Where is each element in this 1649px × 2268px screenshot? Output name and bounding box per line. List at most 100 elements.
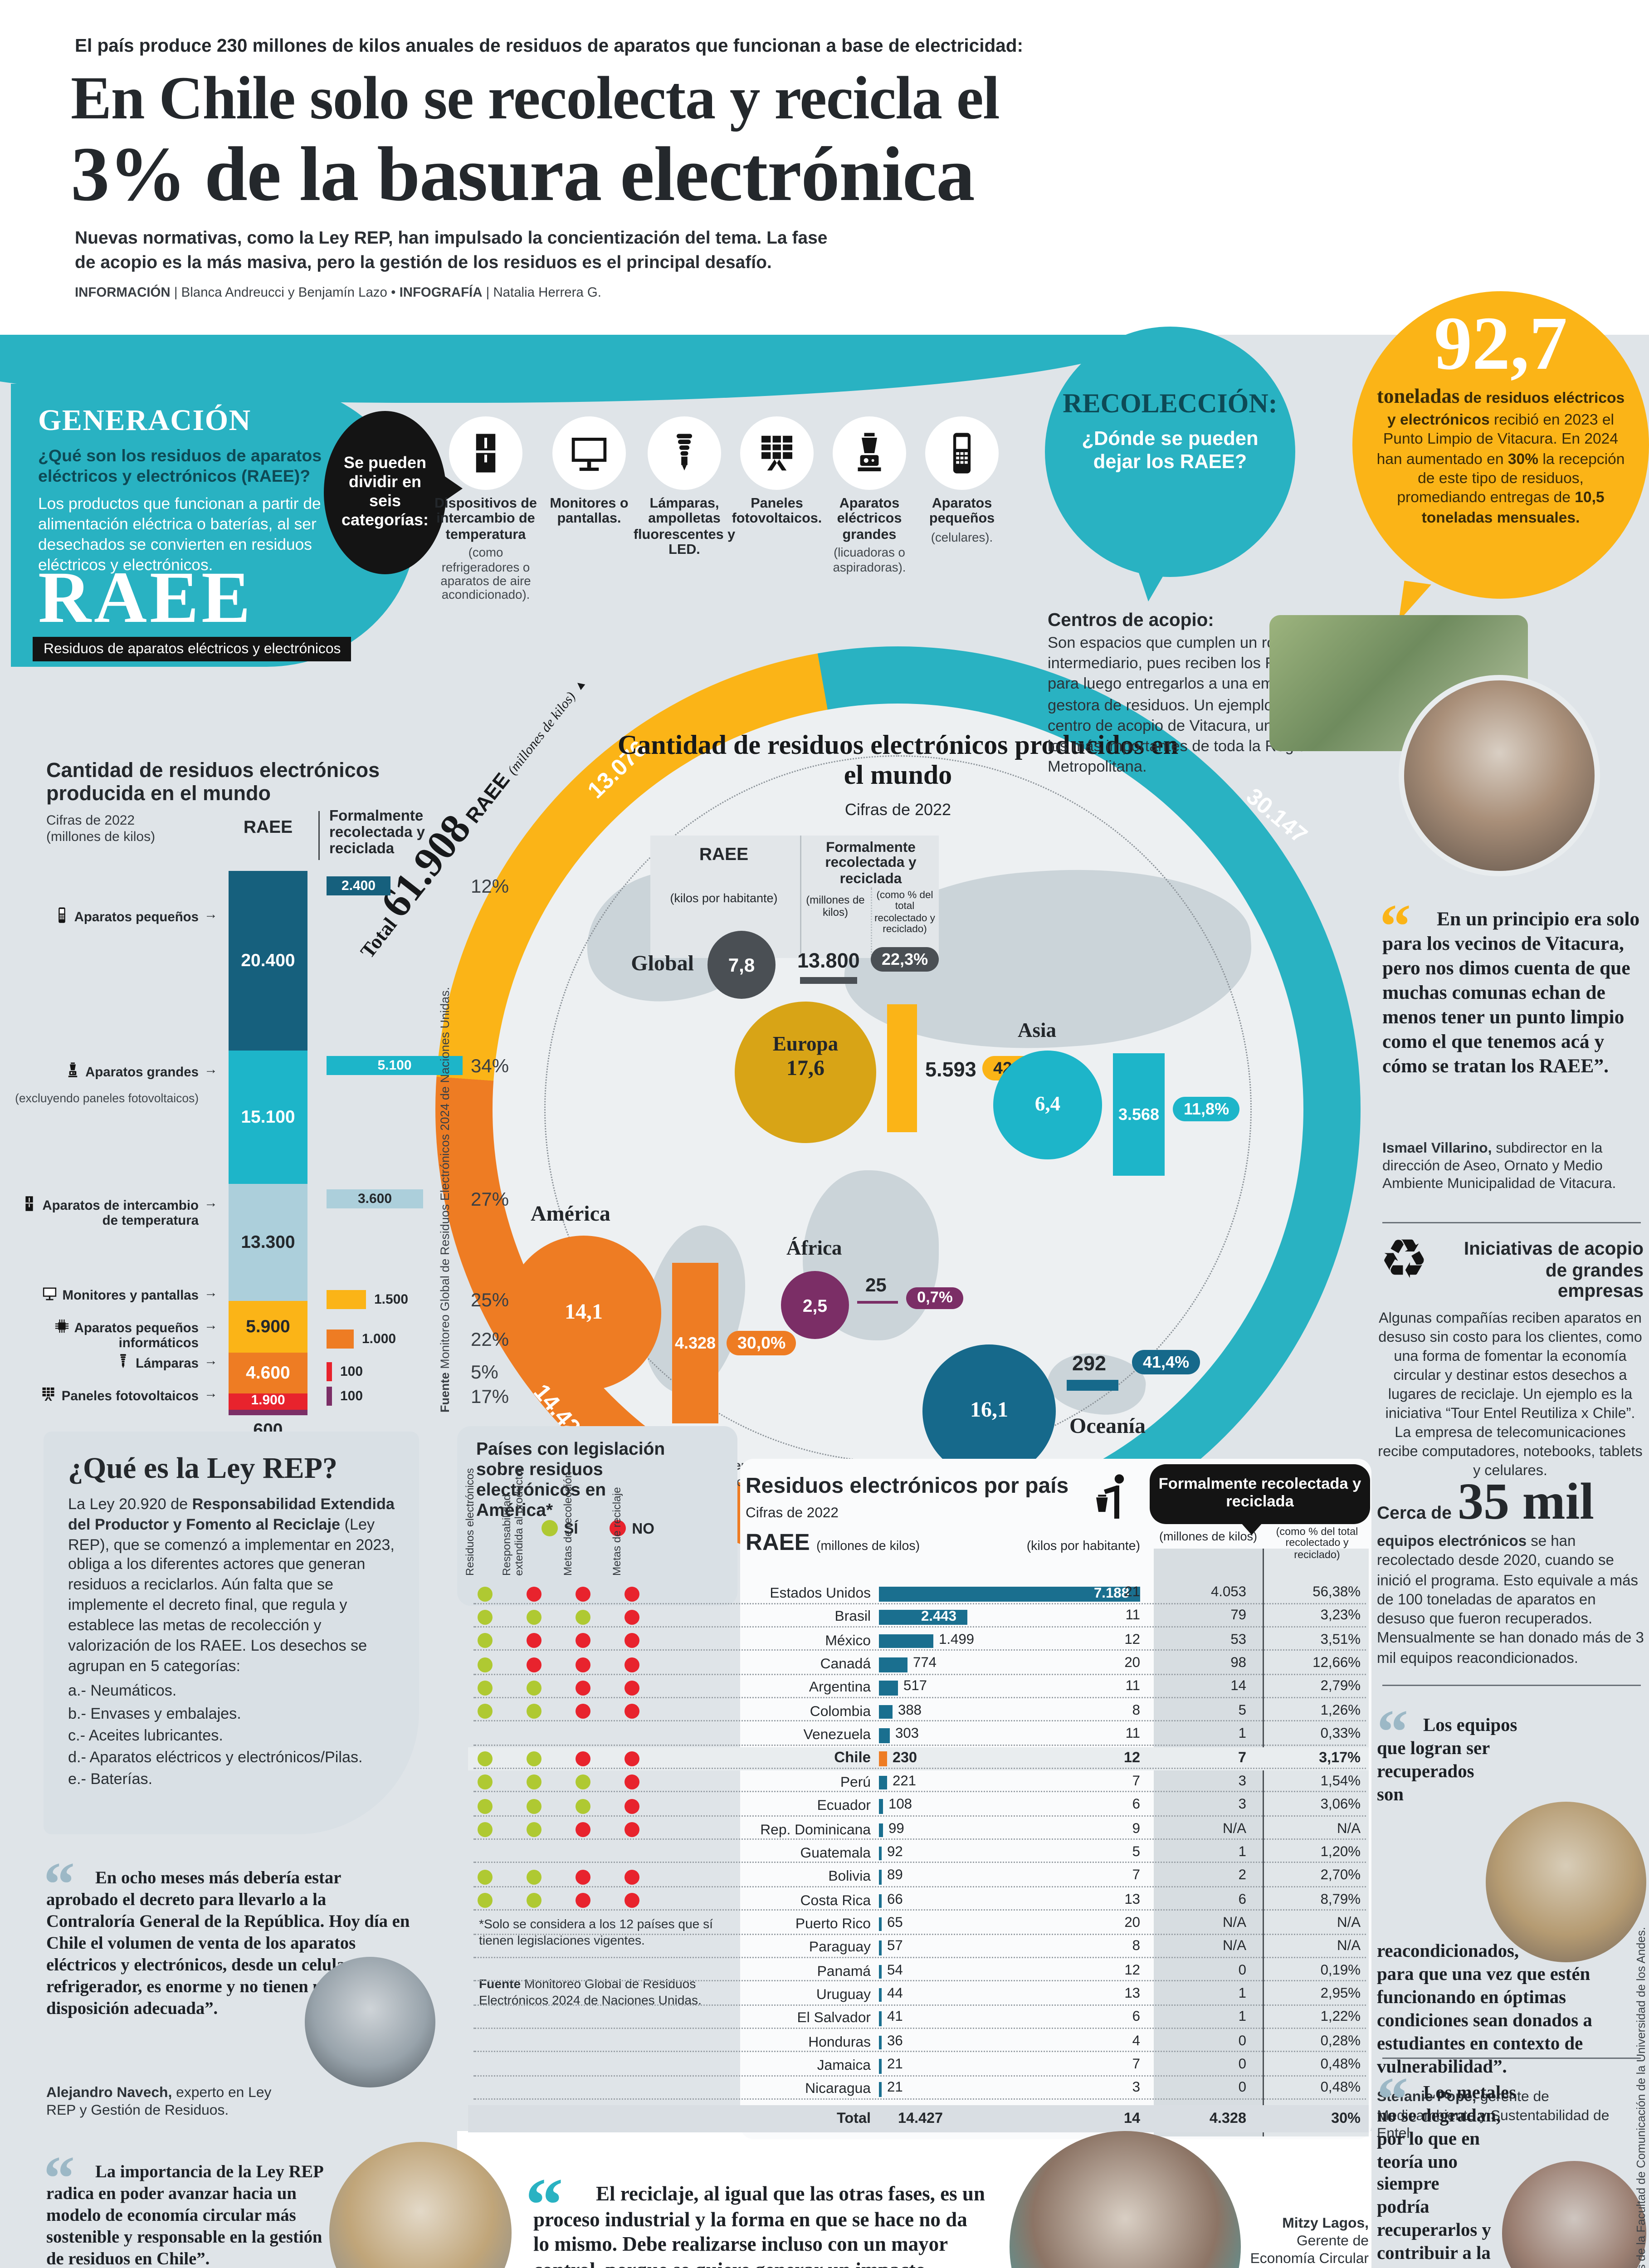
category-sublabel: (licuadoras o aspiradoras). bbox=[833, 546, 906, 574]
table-raee: 92 bbox=[887, 1845, 903, 1860]
t: Responsabilidad Extendida del Productor … bbox=[68, 1497, 395, 1534]
table-country: El Salvador bbox=[797, 2010, 871, 2027]
legend-yes-label: SÍ bbox=[564, 1521, 578, 1538]
legislation-dot-no bbox=[624, 1657, 639, 1672]
table-pct: 1,22% bbox=[1320, 2010, 1361, 2025]
table-raee: 774 bbox=[913, 1656, 937, 1672]
total-row-bg bbox=[468, 2105, 1369, 2132]
region-kg: 6,4 bbox=[1034, 1093, 1061, 1115]
byline-value2: | Natalia Herrera G. bbox=[486, 286, 601, 301]
table-bar bbox=[879, 1964, 882, 1979]
stack-segment bbox=[229, 1353, 307, 1393]
table-country: Argentina bbox=[809, 1680, 871, 1696]
table-country: Colombia bbox=[810, 1703, 871, 1720]
region-america-bar: 4.328 bbox=[672, 1263, 718, 1423]
iniciativas-body: Algunas compañías reciben aparatos en de… bbox=[1378, 1310, 1643, 1480]
region-africa-bar bbox=[857, 1301, 898, 1304]
legend-yes: SÍ bbox=[542, 1516, 578, 1540]
t: Cifras de 2022 bbox=[46, 814, 135, 829]
table-raee: 65 bbox=[887, 1916, 903, 1931]
quote-basualto-text: Los metales no se degradan, por lo que e… bbox=[1377, 2082, 1517, 2268]
avatar-lagos bbox=[1010, 2131, 1241, 2268]
table-country: Chile bbox=[834, 1750, 871, 1767]
legislation-dot-no bbox=[575, 1869, 590, 1885]
legislation-dot-no bbox=[575, 1586, 590, 1601]
minitable-bg bbox=[650, 836, 939, 958]
ring-title: Cantidad de residuos electrónicos produc… bbox=[617, 731, 1179, 790]
table-pct: N/A bbox=[1337, 1939, 1361, 1955]
stack-value: 15.100 bbox=[241, 1106, 295, 1127]
person-trash-icon bbox=[1088, 1472, 1135, 1519]
table-col-kg: (kilos por habitante) bbox=[1026, 1539, 1140, 1554]
section-title-ley-rep: ¿Qué es la Ley REP? bbox=[68, 1451, 337, 1485]
col-rec-sub1: (millones de kilos) bbox=[806, 894, 865, 919]
collected-value: 1.000 bbox=[362, 1331, 396, 1347]
quote-role: gerente de Medioambiente y Sustentabilid… bbox=[1377, 2089, 1610, 2142]
table-bar bbox=[879, 1705, 893, 1719]
table-collected: 3 bbox=[1238, 1798, 1246, 1813]
table-collected: 0 bbox=[1238, 1963, 1246, 1978]
region-asia-circle: 6,4 bbox=[993, 1051, 1102, 1159]
category-item: Monitores o pantallas. bbox=[536, 416, 642, 528]
entel-prefix: Cerca de bbox=[1377, 1502, 1452, 1523]
legislation-dot-si bbox=[575, 1798, 590, 1813]
legislation-dot-si bbox=[526, 1893, 541, 1908]
ley-rep-item: d.- Aparatos eléctricos y electrónicos/P… bbox=[68, 1750, 363, 1767]
stack-label-text: Lámparas bbox=[136, 1357, 199, 1372]
table-country: Panamá bbox=[817, 1963, 871, 1980]
legislation-dot-si bbox=[477, 1822, 492, 1837]
arrow-right-icon: → bbox=[204, 1286, 218, 1301]
table-kg: 11 bbox=[1125, 1727, 1140, 1742]
table-pct: 3,51% bbox=[1320, 1633, 1361, 1648]
table-collected: 7 bbox=[1238, 1750, 1246, 1767]
page-title-2: 3% de la basura electrónica bbox=[71, 132, 975, 218]
divider bbox=[1382, 2058, 1641, 2059]
person-trash-icon bbox=[1088, 1472, 1135, 1527]
total-raee: 14.427 bbox=[898, 2110, 943, 2127]
iniciativas-title: Iniciativas de acopio de grandes empresa… bbox=[1464, 1238, 1644, 1301]
source-label: Fuente bbox=[438, 1372, 452, 1413]
raee-caption-text: Residuos de aparatos eléctricos y electr… bbox=[44, 641, 341, 657]
table-collected: N/A bbox=[1223, 1916, 1246, 1931]
region-pct-pill: 41,4% bbox=[1132, 1350, 1200, 1374]
quote-pope-text: Los equipos que logran ser recuperados s… bbox=[1377, 1715, 1592, 2076]
col-rec-sub2: (como % del total recolectado y reciclad… bbox=[874, 889, 935, 935]
table-country: Guatemala bbox=[800, 1845, 871, 1862]
table-raee: 21 bbox=[887, 2081, 903, 2097]
table-pct: 3,23% bbox=[1320, 1609, 1361, 1624]
category-icon-circle bbox=[449, 416, 522, 490]
quote-role: experto en Ley REP y Gestión de Residuos… bbox=[46, 2085, 272, 2119]
region-name: Europa bbox=[772, 1034, 839, 1056]
table-kg: 12 bbox=[1124, 1963, 1140, 1978]
quote-navech-attr: Alejandro Navech, experto en Ley REP y G… bbox=[46, 2085, 298, 2121]
table-country: México bbox=[825, 1633, 871, 1649]
cfl-bulb-icon bbox=[114, 1353, 132, 1370]
table-raee: 54 bbox=[887, 1963, 903, 1978]
table-country: Costa Rica bbox=[800, 1892, 871, 1909]
legislation-dot-no bbox=[624, 1798, 639, 1813]
table-kg: 8 bbox=[1132, 1939, 1140, 1955]
table-kg: 7 bbox=[1132, 2058, 1140, 2072]
band-divider bbox=[1263, 1549, 1264, 2136]
table-bar bbox=[879, 2035, 882, 2050]
byline-value: | Blanca Andreucci y Benjamín Lazo bbox=[174, 286, 387, 301]
stacked-source: Fuente Monitoreo Global de Residuos Elec… bbox=[438, 987, 452, 1413]
category-item: Lámparas, ampolletas fluorescentes y LED… bbox=[631, 416, 737, 559]
table-kg: 9 bbox=[1132, 1821, 1140, 1837]
legislation-col-2: Metas de recolección bbox=[561, 1471, 574, 1576]
legislation-dot-no bbox=[575, 1822, 590, 1837]
table-bar bbox=[879, 1823, 883, 1837]
legislation-col-0: Residuos electrónicos bbox=[463, 1468, 476, 1576]
stack-segment bbox=[229, 1051, 307, 1184]
region-oceania-label: Oceanía bbox=[1069, 1415, 1146, 1438]
recoleccion-bubble: RECOLECCIÓN: ¿Dónde se pueden dejar los … bbox=[1045, 327, 1295, 577]
stacked-title: Cantidad de residuos electrónicos produc… bbox=[46, 759, 380, 806]
table-country: Estados Unidos bbox=[770, 1585, 871, 1602]
table-pct: 2,79% bbox=[1320, 1680, 1361, 1695]
generacion-question: ¿Qué son los residuos de aparatos eléctr… bbox=[38, 446, 322, 486]
legislation-dot-si bbox=[477, 1893, 492, 1908]
quote-role: Gerente de Economía Circular de Midas Ch… bbox=[1250, 2233, 1369, 2268]
legend-no: NO bbox=[610, 1516, 654, 1540]
t: recibió en 2023 el Punto Limpio de Vitac… bbox=[1376, 412, 1619, 468]
